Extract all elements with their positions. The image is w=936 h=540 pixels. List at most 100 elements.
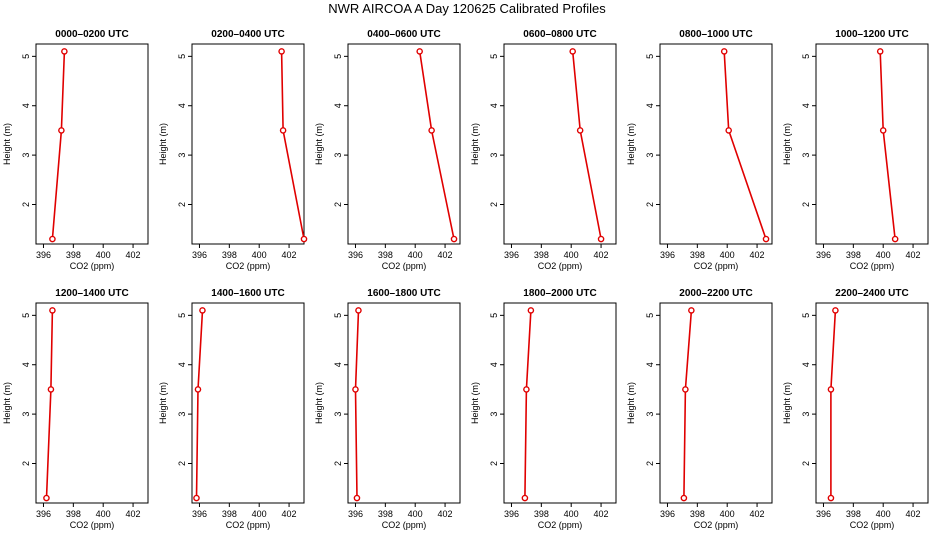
- y-tick-label: 5: [645, 54, 655, 59]
- x-axis-label: CO2 (ppm): [70, 520, 115, 530]
- x-tick-label: 402: [438, 250, 453, 260]
- y-tick-label: 5: [645, 313, 655, 318]
- data-point: [43, 494, 50, 502]
- x-tick-label: 400: [564, 250, 579, 260]
- panel-7: 1200–1400 UTC 396 398 400 402 2 3 4 5 CO2 (ppm) He…: [2, 288, 149, 530]
- data-point: [199, 307, 206, 314]
- plot-frame: [35, 43, 149, 245]
- panel-title: 2200–2400 UTC: [835, 288, 908, 299]
- x-tick-label: 396: [36, 509, 51, 519]
- panel-8: 1400–1600 UTC 396 398 400 402 2 3 4 5 CO2 (ppm) He…: [158, 288, 305, 530]
- x-tick-label: 396: [192, 509, 207, 519]
- panel-6: 1000–1200 UTC 396 398 400 402 2 3 4 5 CO2 (ppm) He…: [782, 29, 929, 271]
- x-tick-label: 396: [660, 250, 675, 260]
- x-axis-label: CO2 (ppm): [538, 261, 583, 271]
- data-point: [682, 386, 689, 393]
- y-axis-label: Height (m): [782, 382, 792, 424]
- x-tick-label: 396: [816, 509, 831, 519]
- y-tick-label: 2: [489, 461, 499, 466]
- panel-12: 2200–2400 UTC 396 398 400 402 2 3 4 5 CO2 (ppm) He…: [782, 288, 929, 530]
- y-tick-label: 3: [645, 412, 655, 417]
- x-tick-label: 400: [408, 250, 423, 260]
- plot-frame: [191, 43, 305, 245]
- x-tick-label: 398: [222, 250, 237, 260]
- y-tick-label: 3: [489, 412, 499, 417]
- x-tick-label: 396: [348, 509, 363, 519]
- data-point: [194, 386, 202, 393]
- data-point: [680, 494, 688, 502]
- data-point: [688, 307, 695, 314]
- x-tick-label: 396: [192, 250, 207, 260]
- data-point: [576, 127, 584, 134]
- x-tick-label: 398: [534, 509, 549, 519]
- y-axis-label: Height (m): [626, 123, 636, 165]
- y-tick-label: 5: [489, 54, 499, 59]
- data-point: [352, 386, 359, 393]
- y-tick-label: 5: [489, 313, 499, 318]
- y-axis-label: Height (m): [2, 382, 12, 424]
- data-point: [725, 127, 732, 134]
- x-tick-label: 400: [252, 509, 267, 519]
- y-tick-label: 2: [645, 202, 655, 207]
- y-tick-label: 3: [489, 153, 499, 158]
- y-tick-label: 4: [645, 362, 655, 367]
- x-axis-label: CO2 (ppm): [850, 261, 895, 271]
- x-tick-label: 398: [222, 509, 237, 519]
- y-tick-label: 5: [21, 54, 31, 59]
- y-axis-label: Height (m): [158, 123, 168, 165]
- y-tick-label: 3: [801, 153, 811, 158]
- panel-title: 1800–2000 UTC: [523, 288, 596, 299]
- y-tick-label: 2: [177, 461, 187, 466]
- y-tick-label: 4: [489, 103, 499, 108]
- plot-frame: [815, 302, 929, 504]
- y-tick-label: 4: [801, 103, 811, 108]
- y-tick-label: 4: [801, 362, 811, 367]
- x-axis-label: CO2 (ppm): [694, 520, 739, 530]
- x-tick-label: 402: [282, 250, 297, 260]
- data-point: [891, 235, 899, 243]
- y-tick-label: 4: [21, 362, 31, 367]
- x-tick-label: 400: [564, 509, 579, 519]
- x-tick-label: 398: [846, 250, 861, 260]
- x-tick-label: 400: [252, 250, 267, 260]
- y-axis-label: Height (m): [2, 123, 12, 165]
- data-point: [827, 386, 835, 393]
- x-tick-label: 396: [660, 509, 675, 519]
- x-tick-label: 402: [282, 509, 297, 519]
- x-tick-label: 398: [534, 250, 549, 260]
- x-tick-label: 400: [876, 509, 891, 519]
- panel-11: 2000–2200 UTC 396 398 400 402 2 3 4 5 CO2 (ppm) He…: [626, 288, 773, 530]
- data-point: [597, 235, 605, 243]
- data-point: [49, 307, 56, 314]
- panel-5: 0800–1000 UTC 396 398 400 402 2 3 4 5 CO2 (ppm) He…: [626, 29, 773, 271]
- x-tick-label: 396: [348, 250, 363, 260]
- y-axis-label: Height (m): [782, 123, 792, 165]
- y-tick-label: 3: [177, 153, 187, 158]
- plot-frame: [815, 43, 929, 245]
- y-tick-label: 2: [177, 202, 187, 207]
- x-tick-label: 402: [750, 509, 765, 519]
- data-point: [47, 386, 55, 393]
- x-tick-label: 400: [720, 250, 735, 260]
- x-tick-label: 396: [816, 250, 831, 260]
- y-axis-label: Height (m): [626, 382, 636, 424]
- y-tick-label: 5: [333, 313, 343, 318]
- x-tick-label: 402: [750, 250, 765, 260]
- plot-frame: [659, 43, 773, 245]
- data-point: [58, 127, 65, 134]
- data-point: [832, 307, 839, 314]
- y-tick-label: 3: [333, 412, 343, 417]
- y-tick-label: 3: [645, 153, 655, 158]
- y-tick-label: 2: [333, 461, 343, 466]
- data-point: [193, 494, 200, 502]
- data-point: [300, 235, 308, 243]
- y-tick-label: 4: [333, 362, 343, 367]
- x-tick-label: 400: [96, 509, 111, 519]
- profile-line: [879, 51, 896, 240]
- y-tick-label: 3: [177, 412, 187, 417]
- y-tick-label: 4: [645, 103, 655, 108]
- data-point: [279, 127, 287, 134]
- panel-3: 0400–0600 UTC 396 398 400 402 2 3 4 5 CO2 (ppm) He…: [314, 29, 461, 271]
- plot-frame: [659, 302, 773, 504]
